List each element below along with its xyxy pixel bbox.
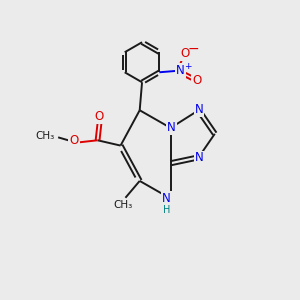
Text: O: O [95, 110, 104, 123]
Text: O: O [69, 134, 79, 147]
Text: H: H [163, 205, 170, 215]
Text: N: N [167, 121, 176, 134]
Text: N: N [176, 64, 185, 77]
Text: CH₃: CH₃ [113, 200, 133, 210]
Text: +: + [184, 61, 191, 70]
Text: N: N [195, 152, 203, 164]
Text: CH₃: CH₃ [35, 130, 55, 141]
Text: −: − [188, 42, 200, 56]
Text: O: O [192, 74, 201, 87]
Text: N: N [195, 103, 203, 116]
Text: O: O [180, 47, 190, 60]
Text: N: N [162, 192, 171, 205]
